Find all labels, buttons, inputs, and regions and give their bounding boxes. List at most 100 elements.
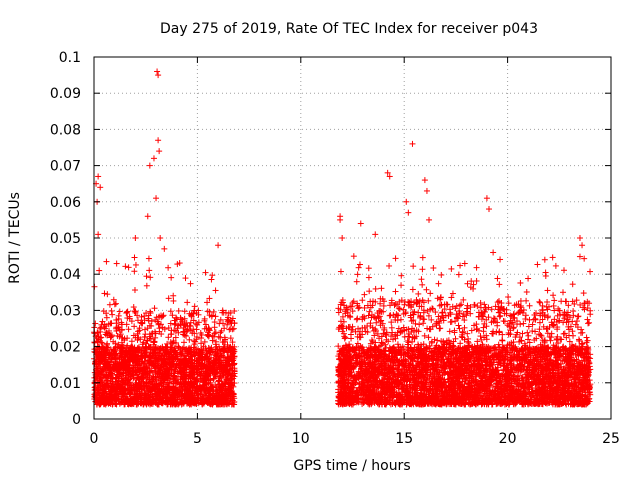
data-point: [123, 310, 130, 317]
data-point: [386, 262, 393, 269]
data-point: [125, 264, 132, 271]
data-point: [112, 300, 119, 307]
data-point: [108, 320, 115, 327]
data-point: [181, 339, 188, 346]
data-points: [91, 68, 594, 408]
data-point: [569, 281, 576, 288]
data-point: [108, 307, 115, 314]
data-point: [168, 274, 175, 281]
data-point: [167, 308, 174, 315]
data-point: [211, 324, 218, 331]
data-point: [128, 338, 135, 345]
data-point: [187, 280, 194, 287]
data-point: [355, 264, 362, 271]
data-point: [209, 272, 216, 279]
data-point: [505, 293, 512, 300]
data-point: [143, 273, 150, 280]
data-point: [580, 290, 587, 297]
data-point: [392, 288, 399, 295]
data-point: [208, 276, 215, 283]
data-point: [354, 271, 361, 278]
data-point: [448, 265, 455, 272]
data-point: [464, 302, 471, 309]
data-point: [103, 314, 110, 321]
data-point: [202, 321, 209, 328]
data-point: [106, 301, 113, 308]
data-point: [104, 291, 111, 298]
data-point: [574, 313, 581, 320]
data-point: [496, 281, 503, 288]
data-point: [525, 275, 532, 282]
grid-lines: [94, 57, 611, 419]
data-point: [101, 290, 108, 297]
data-point: [523, 297, 530, 304]
data-point: [167, 331, 174, 338]
data-point: [227, 335, 234, 342]
data-point: [151, 305, 158, 312]
data-point: [435, 280, 442, 287]
data-point: [145, 255, 152, 262]
data-point: [529, 328, 536, 335]
data-point: [559, 289, 566, 296]
data-point: [550, 292, 557, 299]
data-point: [430, 265, 437, 272]
data-point: [421, 332, 428, 339]
data-point: [354, 315, 361, 322]
data-point: [103, 258, 110, 265]
data-point: [524, 329, 531, 336]
data-point: [165, 264, 172, 271]
data-point: [211, 319, 218, 326]
data-point: [353, 278, 360, 285]
data-point: [116, 308, 123, 315]
data-point: [447, 319, 454, 326]
data-point: [202, 269, 209, 276]
data-point: [131, 323, 138, 330]
data-point: [434, 337, 441, 344]
data-point: [92, 320, 99, 327]
data-point: [560, 267, 567, 274]
data-point: [182, 275, 189, 282]
data-point: [109, 311, 116, 318]
data-point: [209, 337, 216, 344]
data-point: [198, 335, 205, 342]
data-point: [131, 287, 138, 294]
data-point: [427, 290, 434, 297]
data-point: [122, 263, 129, 270]
data-point: [551, 297, 558, 304]
data-point: [212, 287, 219, 294]
data-point: [146, 267, 153, 274]
data-point: [398, 282, 405, 289]
data-point: [124, 308, 131, 315]
data-point: [372, 285, 379, 292]
data-point: [365, 265, 372, 272]
data-point: [481, 301, 488, 308]
data-point: [455, 322, 462, 329]
chart-title: Day 275 of 2019, Rate Of TEC Index for r…: [160, 21, 538, 37]
data-point: [408, 318, 415, 325]
data-point: [131, 268, 138, 275]
data-point: [448, 294, 455, 301]
data-point: [547, 337, 554, 344]
data-point: [113, 260, 120, 267]
data-point: [480, 324, 487, 331]
data-point: [216, 320, 223, 327]
data-point: [365, 274, 372, 281]
data-point: [497, 256, 504, 263]
data-point: [555, 305, 562, 312]
data-point: [587, 268, 594, 275]
data-point: [143, 282, 150, 289]
data-point: [419, 266, 426, 273]
data-point: [138, 313, 145, 320]
data-point: [186, 336, 193, 343]
data-point: [175, 307, 182, 314]
data-point: [147, 274, 154, 281]
data-point: [201, 338, 208, 345]
data-point: [170, 297, 177, 304]
data-point: [544, 306, 551, 313]
data-point: [350, 253, 357, 260]
data-point: [449, 290, 456, 297]
data-point: [131, 254, 138, 261]
data-point: [132, 261, 139, 268]
data-point: [416, 321, 423, 328]
